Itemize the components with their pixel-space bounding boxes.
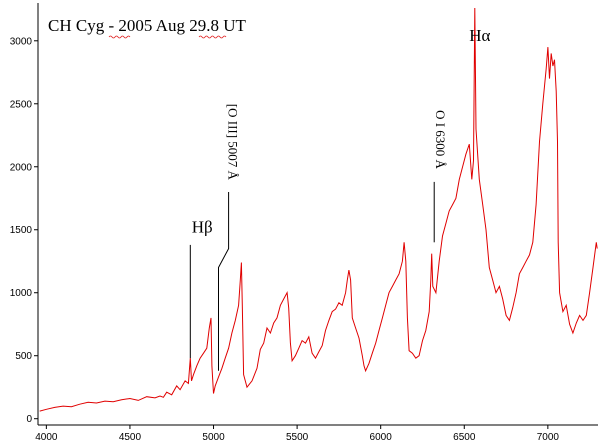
plot-area xyxy=(39,7,598,412)
x-tick-label: 6000 xyxy=(370,432,393,443)
x-tick-label: 4000 xyxy=(35,432,58,443)
y-tick-label: 3000 xyxy=(10,36,33,47)
x-tick-label: 5000 xyxy=(202,432,225,443)
annotation-label: Hα xyxy=(469,26,490,45)
annotation-label: O I 6300 Å xyxy=(433,110,448,169)
y-tick-label: 2000 xyxy=(10,162,33,173)
y-tick-label: 1000 xyxy=(10,288,33,299)
x-ticks: 4000 4500 5000 5500 6000 6500 7000 xyxy=(35,425,559,443)
x-tick-label: 6500 xyxy=(453,432,476,443)
annotations: Hβ [O III] 5007 Å O I 6300 Å Hα xyxy=(189,26,491,371)
spellcheck-underline-cyg xyxy=(108,35,131,39)
x-tick-label: 7000 xyxy=(537,432,560,443)
y-ticks: 0 500 1000 1500 2000 2500 3000 xyxy=(10,36,38,425)
axes xyxy=(37,3,598,426)
y-tick-label: 1500 xyxy=(10,225,33,236)
y-tick-label: 2500 xyxy=(10,99,33,110)
annotation-label: [O III] 5007 Å xyxy=(226,104,241,181)
y-tick-label: 0 xyxy=(26,414,32,425)
chart-title: CH Cyg - 2005 Aug 29.8 UT xyxy=(48,16,246,35)
y-tick-label: 500 xyxy=(15,351,32,362)
spellcheck-underline-aug xyxy=(198,35,227,39)
x-tick-label: 5500 xyxy=(286,432,309,443)
annotation-leader-line xyxy=(218,192,230,371)
annotation-label: Hβ xyxy=(192,217,213,236)
spectrum-line xyxy=(39,7,598,412)
x-tick-label: 4500 xyxy=(119,432,142,443)
